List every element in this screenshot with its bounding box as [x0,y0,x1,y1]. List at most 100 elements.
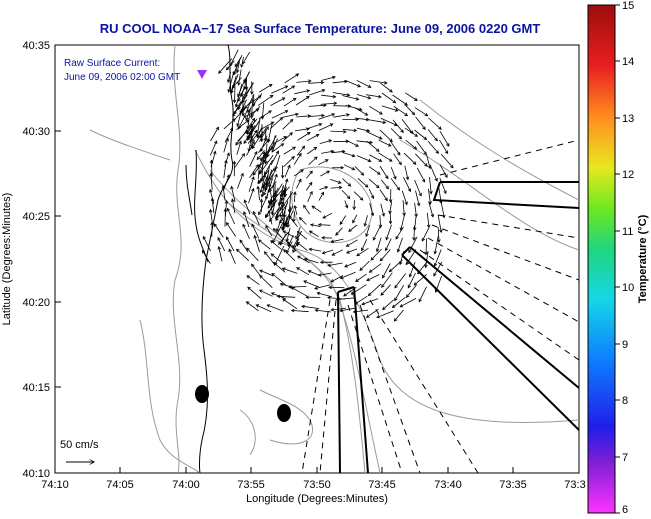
current-vector [244,100,253,109]
x-tick-label: 74:05 [106,479,134,491]
current-vector-head [361,301,366,306]
current-vector [274,245,285,266]
current-vector-head [259,269,263,273]
current-vector [284,165,291,178]
current-vector-head [258,211,262,216]
current-vector [429,164,438,182]
current-vector-head [258,170,263,175]
current-vector [246,127,253,139]
current-vector-head [319,260,324,265]
current-vector-head [251,117,256,122]
current-vector [271,273,286,286]
current-vector-head [270,292,275,296]
current-vector-head [320,191,325,196]
current-vector-head [307,270,312,274]
current-vector-head [352,206,356,211]
current-vector [257,186,260,201]
current-vector-head [309,223,314,227]
current-vector [345,139,359,147]
current-vector-head [221,184,226,189]
current-vector-head [231,198,235,203]
current-vector-head [353,128,358,133]
current-vector [342,95,359,100]
current-vector [282,298,298,310]
current-vector-head [289,118,294,123]
current-vector [251,135,253,148]
current-vector-head [444,150,449,155]
current-vector-head [394,284,398,289]
current-vector-head [348,228,352,232]
current-vector-head [370,256,375,261]
current-vector-head [260,148,264,153]
current-vector [406,285,417,298]
current-vector-head [285,238,289,243]
current-vector [297,132,311,141]
current-note-line2: June 09, 2006 02:00 GMT [64,72,180,83]
current-vector-head [344,264,348,268]
current-vector [271,138,278,153]
current-vector [283,146,296,155]
current-vector-head [249,115,254,120]
current-vector-head [209,188,213,193]
current-vector [330,275,344,283]
current-vector [277,295,296,298]
current-vector-head [339,275,344,280]
current-vector [395,226,404,240]
current-vector-head [296,255,301,259]
current-vector-head [246,131,251,135]
current-vector-head [444,174,448,179]
marker-icon [197,70,207,79]
current-vector [428,117,442,130]
current-vector [428,201,434,218]
current-vector-head [272,198,277,202]
current-vector-head [309,170,313,175]
current-vector [404,165,409,180]
current-vector-head [232,160,237,165]
current-vector-head [396,186,400,191]
current-vector [282,119,294,130]
current-vector-head [326,170,331,174]
current-vector [228,73,234,93]
current-vector [341,190,351,199]
current-vector [293,153,302,165]
current-vector-head [320,80,325,85]
colorbar-tick-label: 12 [622,169,634,181]
colorbar-gradient [587,4,616,514]
current-vector [355,273,367,282]
current-vector-head [268,200,272,204]
current-vector [294,90,310,95]
current-vector-head [232,99,237,104]
current-vector [366,274,380,281]
current-vector-head [394,108,399,112]
current-vector [249,164,259,178]
current-vector [271,85,288,94]
current-vector [293,211,295,222]
current-vector-head [346,113,350,117]
current-vector-head [277,202,282,207]
current-vector [248,176,255,192]
current-vector [379,189,388,201]
current-vector [262,151,265,163]
current-vector-head [311,205,316,209]
current-vector [400,298,417,308]
current-vector [243,211,250,228]
current-vector [405,139,417,150]
current-vector [321,76,336,81]
current-vector-head [227,89,231,93]
current-vector-head [316,291,321,296]
current-vector-head [393,318,398,322]
current-vector-head [214,140,218,145]
current-vector-head [260,193,265,198]
current-vector-head [284,85,289,89]
current-vector [342,152,355,157]
current-vector [275,155,281,170]
current-vector-head [370,195,375,200]
current-vector [318,159,329,166]
current-vector [427,140,439,154]
current-vector-head [232,113,236,118]
current-vector [227,71,231,83]
current-vector [296,179,302,189]
current-vector-head [327,263,332,267]
current-vector-head [274,262,278,266]
current-vector [249,151,258,167]
